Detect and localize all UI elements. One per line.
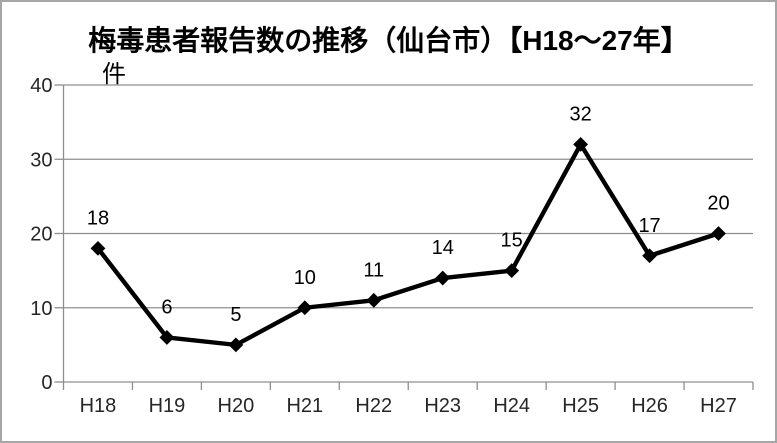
data-label: 14	[432, 237, 454, 259]
data-label: 5	[230, 304, 241, 326]
x-axis-tick-label: H23	[424, 395, 461, 417]
data-point-marker	[228, 337, 244, 353]
y-axis-tick-label: 30	[30, 149, 52, 171]
x-axis-tick-label: H27	[700, 395, 737, 417]
data-point-marker	[435, 270, 451, 286]
series-line	[95, 142, 721, 348]
data-point-marker	[504, 263, 520, 279]
x-axis-tick-label: H20	[218, 395, 255, 417]
y-axis-tick-label: 40	[30, 75, 52, 97]
data-point-marker	[366, 292, 382, 308]
x-axis-tick-label: H26	[631, 395, 668, 417]
data-point-marker	[159, 330, 175, 345]
x-axis-tick-label: H25	[562, 395, 599, 417]
data-label: 32	[570, 103, 592, 125]
data-label: 18	[87, 207, 109, 229]
chart-title: 梅毒患者報告数の推移（仙台市）【H18～27年】	[88, 25, 689, 56]
data-label: 6	[161, 296, 172, 318]
data-point-marker	[573, 137, 589, 152]
x-axis-tick-label: H24	[493, 395, 530, 417]
x-axis-tick-label: H22	[355, 395, 392, 417]
data-label: 15	[501, 230, 523, 252]
x-axis-tick-label: H21	[286, 395, 323, 417]
data-point-marker	[90, 240, 106, 256]
y-axis-unit-label: 件	[102, 61, 126, 88]
data-point-marker	[297, 300, 313, 316]
data-label: 10	[294, 267, 316, 289]
x-axis-tick-label: H19	[149, 395, 186, 417]
x-axis-tick-label: H18	[80, 395, 117, 417]
data-label: 17	[638, 215, 660, 237]
data-label: 11	[363, 259, 384, 281]
data-label: 20	[707, 193, 729, 215]
data-point-marker	[642, 248, 657, 264]
y-axis-tick-label: 20	[30, 224, 52, 246]
data-point-marker	[711, 226, 726, 241]
y-axis-tick-label: 0	[41, 372, 52, 394]
y-axis-tick-label: 10	[30, 298, 52, 320]
